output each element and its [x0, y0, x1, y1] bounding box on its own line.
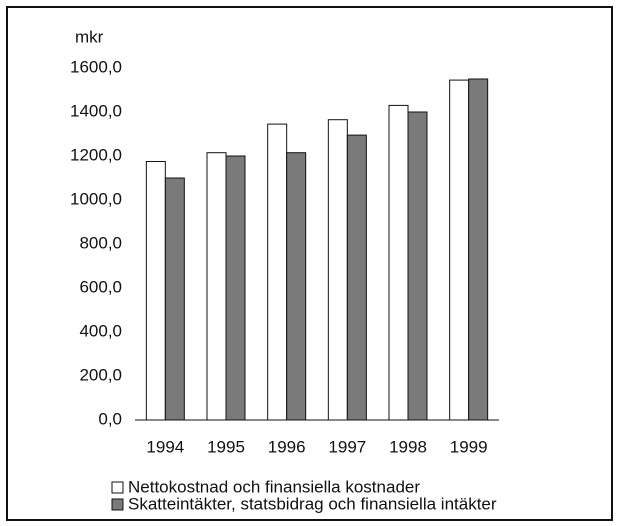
bar	[388, 104, 409, 421]
bar	[267, 123, 288, 421]
y-tick-label: 1600,0	[70, 57, 122, 76]
bar	[164, 177, 185, 421]
y-tick-label: 1200,0	[70, 145, 122, 164]
y-axis-label: mkr	[75, 27, 104, 46]
y-tick-label: 200,0	[79, 365, 122, 384]
x-tick-label: 1997	[328, 437, 366, 456]
legend-label: Skatteintäkter, statsbidrag och finansie…	[128, 494, 497, 513]
bar	[407, 111, 428, 421]
legend-swatch	[111, 498, 124, 511]
bar	[286, 152, 307, 421]
bar	[225, 155, 246, 421]
y-tick-label: 1000,0	[70, 189, 122, 208]
legend-swatch	[111, 481, 124, 494]
bar	[449, 79, 470, 421]
x-tick-label: 1995	[207, 437, 245, 456]
legend-label: Nettokostnad och finansiella kostnader	[128, 477, 420, 496]
y-tick-label: 800,0	[79, 233, 122, 252]
bar	[145, 161, 166, 421]
y-tick-label: 0,0	[98, 409, 122, 428]
bar	[346, 134, 367, 421]
y-tick-label: 600,0	[79, 277, 122, 296]
bar	[206, 152, 227, 421]
frame	[6, 6, 613, 521]
y-tick-label: 1400,0	[70, 101, 122, 120]
y-tick-label: 400,0	[79, 321, 122, 340]
x-tick-label: 1998	[389, 437, 427, 456]
bar	[468, 78, 489, 421]
x-tick-label: 1994	[146, 437, 184, 456]
x-tick-label: 1999	[450, 437, 488, 456]
x-tick-label: 1996	[268, 437, 306, 456]
bar	[327, 119, 348, 421]
